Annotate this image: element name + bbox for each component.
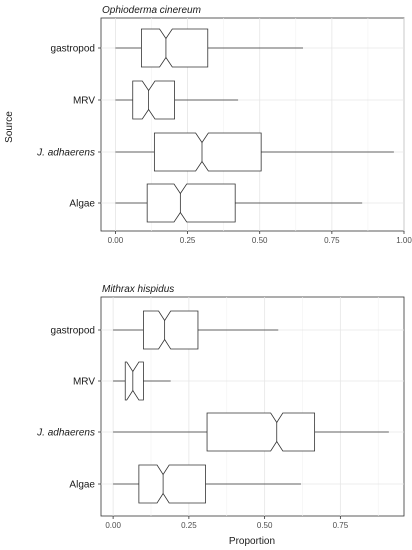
box-algae <box>146 183 236 223</box>
category-label: MRV <box>73 377 95 388</box>
x-tick-label: 0.00 <box>108 236 124 245</box>
x-tick-label: 0.25 <box>180 236 196 245</box>
x-tick-label: 0.50 <box>252 236 268 245</box>
category-label: gastropod <box>51 326 95 337</box>
x-tick-label: 0.75 <box>324 236 340 245</box>
box-mrv <box>124 361 144 401</box>
category-label: J. adhaerens <box>36 428 95 439</box>
panel-1: gastropod MRV J. adhaerens Algae 0.00 0.25 0.5… <box>36 17 412 245</box>
x-tick-label: 0.75 <box>333 521 349 530</box>
box-gastropod <box>140 28 209 68</box>
x-tick-label: 0.00 <box>105 521 121 530</box>
category-label: MRV <box>73 96 95 107</box>
box-algae <box>138 464 206 504</box>
x-tick-label: 0.25 <box>181 521 197 530</box>
category-label: Algae <box>69 199 95 210</box>
panel-2-title: Mithrax hispidus <box>102 284 174 295</box>
category-label: J. adhaerens <box>36 148 95 159</box>
box-mrv <box>132 80 175 120</box>
x-tick-label: 0.50 <box>257 521 273 530</box>
panel-2: gastropod MRV J. adhaerens Algae 0.00 0.25 0.5… <box>36 296 405 530</box>
category-label: Algae <box>69 480 95 491</box>
y-axis-title: Source <box>4 111 15 143</box>
box-j-adhaerens <box>206 412 316 452</box>
x-axis-title: Proportion <box>229 536 275 547</box>
category-label: gastropod <box>51 44 95 55</box>
box-j-adhaerens <box>153 132 262 172</box>
panel-1-title: Ophioderma cinereum <box>102 5 201 16</box>
x-tick-label: 1.00 <box>396 236 412 245</box>
box-gastropod <box>143 310 199 350</box>
